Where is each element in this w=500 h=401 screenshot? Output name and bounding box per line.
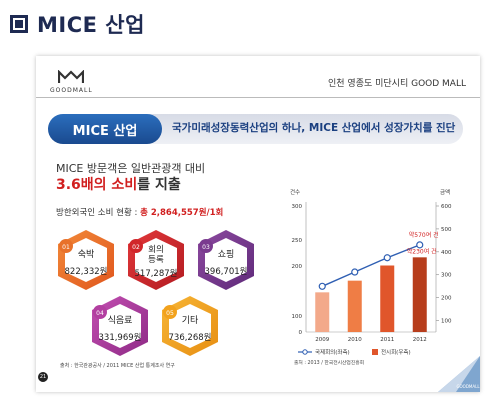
hex-label-03: 쇼핑 (218, 249, 235, 260)
left-axis-label: 건수 (290, 189, 300, 196)
x-tick-2010: 2010 (348, 337, 362, 343)
legend-bar-label: 전시회(우측) (381, 348, 411, 356)
hex-value-05: 736,268원 (169, 333, 212, 343)
right-tick-0: 600 (441, 204, 452, 210)
hex-value-03: 396,701원 (205, 267, 248, 277)
hex-label-04: 식음료 (108, 315, 133, 326)
goodmall-logo: GOODMALL (50, 69, 93, 94)
legend-line-label: 국제회의(좌측) (315, 348, 350, 356)
right-tick-2: 400 (441, 250, 452, 256)
svg-text:GOODMALL: GOODMALL (456, 384, 480, 389)
spend-label: 방한외국인 소비 현황 : (56, 208, 141, 218)
legend-bar-swatch (372, 349, 378, 355)
spend-value: 총 2,864,557원/1회 (140, 208, 224, 218)
right-tick-5: 100 (441, 319, 452, 325)
subtitle-line1: MICE 방문객은 일반관광객 대비 (56, 162, 206, 175)
line-point-2010 (351, 268, 359, 276)
x-tick-2011: 2011 (380, 337, 394, 343)
annotation-line: 약570여 건 (409, 231, 439, 239)
page-title-text: MICE 산업 (37, 13, 145, 37)
header-divider (36, 97, 480, 98)
bar-2011 (380, 265, 395, 332)
slide-panel: GOODMALL 인천 영종도 미단시티 GOOD MALL MICE 산업 국… (36, 56, 480, 392)
annotation-bar: 약230여 건 (407, 247, 437, 255)
page-title: MICE 산업 (10, 8, 145, 40)
logo-mark-icon (50, 69, 92, 87)
mice-pill: MICE 산업 (48, 114, 162, 144)
square-bullet-icon (10, 15, 28, 33)
hex-label-05: 기타 (182, 315, 199, 326)
right-tick-1: 500 (441, 227, 452, 233)
logo-text: GOODMALL (50, 87, 93, 94)
hex-label-02a: 회의 (148, 244, 164, 255)
subtitle-rest: 를 지출 (137, 177, 181, 193)
left-tick-0: 300 (292, 204, 303, 210)
right-tick-4: 200 (441, 296, 452, 302)
left-tick-1: 250 (292, 238, 303, 244)
hex-num-01: 01 (62, 244, 70, 251)
line-point-2011 (383, 254, 391, 262)
left-tick-4: 0 (299, 330, 303, 336)
right-axis-label: 금액 (440, 189, 450, 196)
left-tick-2: 200 (292, 264, 303, 270)
legend-line-marker (302, 349, 308, 355)
page-curl-decoration: GOODMALL (438, 356, 480, 392)
hex-label-02b: 등록 (148, 255, 164, 265)
source-left: 출처 : 한국관광공사 / 2011 MICE 산업 통계조사 연구 (60, 363, 175, 369)
chart-source: 출처 : 2013 / 한국전시산업진흥회 (294, 359, 364, 366)
chart-svg: 건수 금액 300 250 200 100 0 600 500 400 300 200 100 2009 2… (290, 189, 452, 366)
subtitle-line2: 3.6배의 소비를 지출 (56, 174, 181, 194)
left-tick-3: 100 (292, 314, 303, 320)
hex-value-02: 517,287원 (135, 269, 178, 279)
page-number: 21 (38, 372, 48, 382)
mice-chart: 건수 금액 300 250 200 100 0 600 500 400 300 200 100 2009 2… (284, 180, 464, 370)
line-series (321, 244, 421, 287)
right-tick-3: 300 (441, 273, 452, 279)
bar-2010 (347, 280, 362, 332)
spend-hexagons: 01 02 03 04 05 숙박 822,332원 회의 등록 517,287… (52, 226, 292, 366)
hex-num-04: 04 (96, 310, 104, 317)
hex-label-01: 숙박 (78, 249, 95, 260)
banner-text: 국가미래성장동력산업의 하나, MICE 산업에서 성장가치를 진단 (172, 122, 456, 134)
hexagon-graphic: 01 02 03 04 05 숙박 822,332원 회의 등록 517,287… (58, 230, 254, 356)
hex-num-05: 05 (166, 310, 174, 317)
hex-value-04: 331,969원 (99, 333, 142, 343)
x-tick-2009: 2009 (315, 337, 329, 343)
hex-value-01: 822,332원 (65, 267, 108, 277)
bar-2012 (412, 257, 427, 332)
x-tick-2012: 2012 (413, 337, 427, 343)
subtitle-highlight: 3.6배의 소비 (56, 177, 138, 193)
line-point-2009 (318, 282, 326, 290)
hex-num-02: 02 (132, 244, 140, 251)
line-point-2012 (416, 241, 424, 249)
spend-summary: 방한외국인 소비 현황 : 총 2,864,557원/1회 (56, 206, 223, 218)
hex-num-03: 03 (202, 244, 210, 251)
bar-2009 (315, 292, 330, 332)
header-right-text: 인천 영종도 미단시티 GOOD MALL (328, 79, 466, 89)
